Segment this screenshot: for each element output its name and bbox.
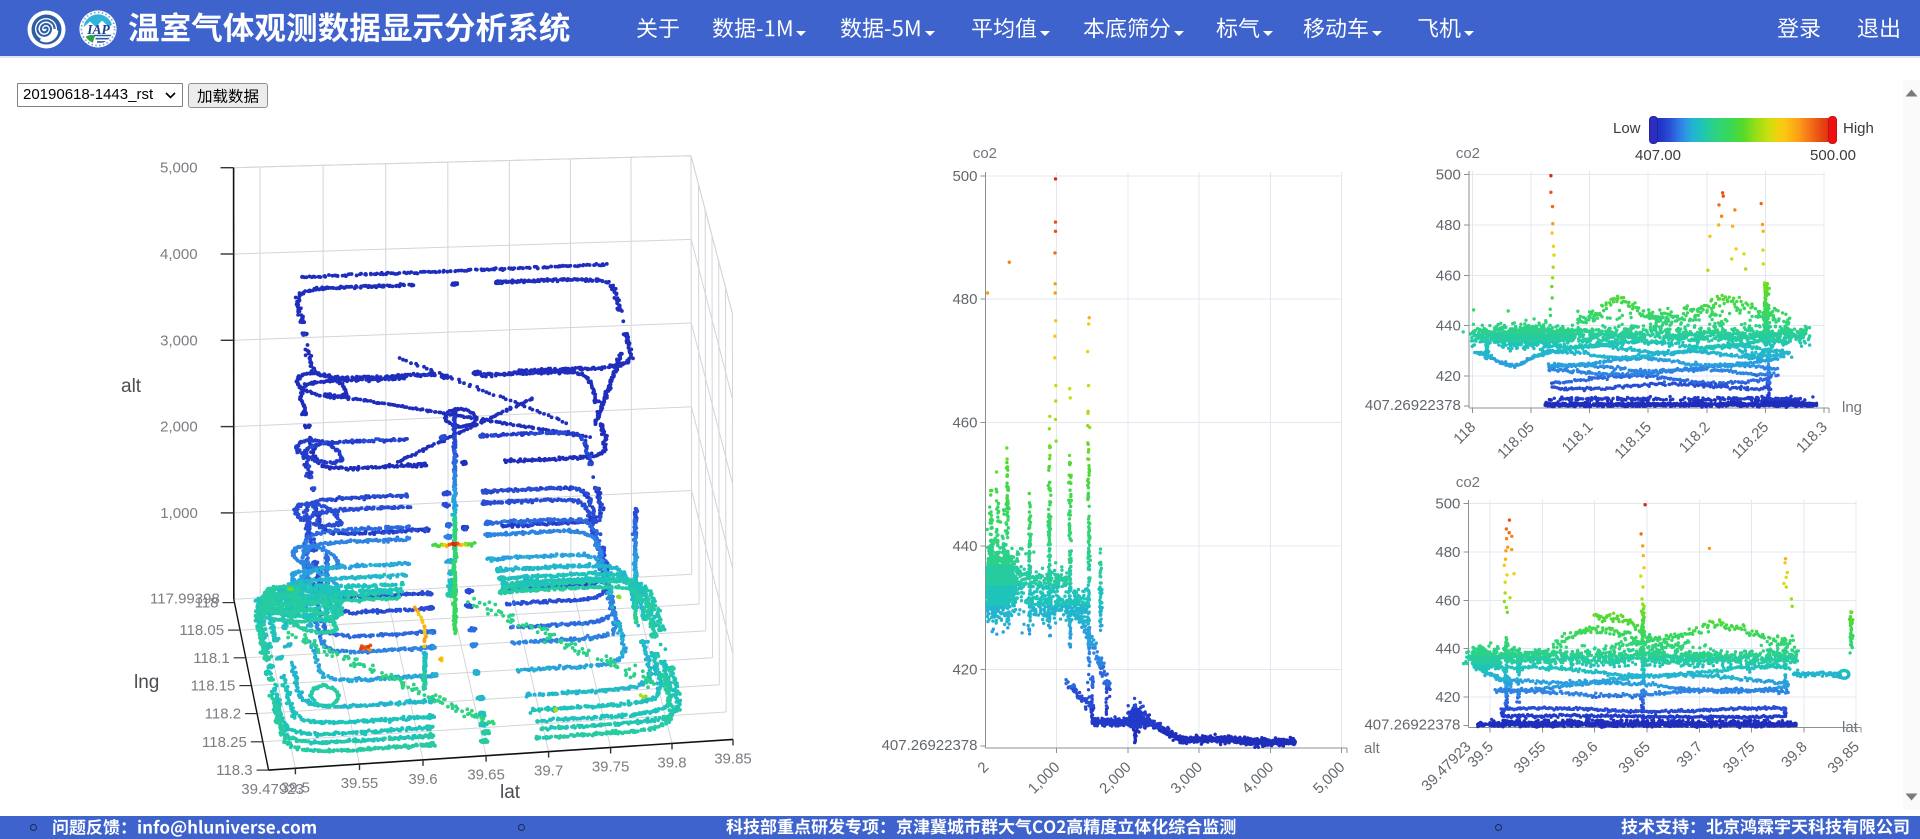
- svg-text:118.05: 118.05: [179, 622, 224, 639]
- svg-text:118.2: 118.2: [205, 706, 241, 723]
- svg-text:118.25: 118.25: [1729, 419, 1773, 463]
- svg-text:407.26922378: 407.26922378: [1364, 717, 1460, 734]
- svg-text:118.1: 118.1: [193, 650, 229, 667]
- svg-text:39.6: 39.6: [1569, 738, 1602, 771]
- svg-text:118: 118: [1450, 419, 1479, 448]
- svg-text:480: 480: [1435, 544, 1460, 561]
- svg-text:39.7: 39.7: [534, 763, 563, 780]
- svg-text:1,000: 1,000: [160, 505, 198, 522]
- svg-text:lng: lng: [1842, 399, 1862, 416]
- svg-text:118.05: 118.05: [1494, 419, 1538, 463]
- svg-text:4,000: 4,000: [160, 246, 198, 263]
- svg-text:118.2: 118.2: [1676, 419, 1714, 457]
- svg-text:500: 500: [1436, 167, 1461, 184]
- svg-text:460: 460: [952, 415, 977, 432]
- svg-text:407.26922378: 407.26922378: [1365, 397, 1461, 414]
- svg-text:420: 420: [1435, 689, 1460, 706]
- svg-text:420: 420: [952, 661, 977, 678]
- svg-text:407.26922378: 407.26922378: [882, 737, 978, 754]
- svg-text:5,000: 5,000: [1310, 759, 1349, 798]
- svg-text:3,000: 3,000: [160, 332, 198, 349]
- svg-text:39.75: 39.75: [1720, 738, 1759, 777]
- svg-text:co2: co2: [1456, 474, 1480, 491]
- svg-text:480: 480: [952, 291, 977, 308]
- svg-text:co2: co2: [1456, 145, 1480, 162]
- svg-text:480: 480: [1436, 217, 1461, 234]
- svg-text:440: 440: [952, 538, 977, 555]
- svg-text:118.15: 118.15: [1611, 419, 1655, 463]
- svg-text:39.8: 39.8: [1778, 738, 1811, 771]
- svg-text:lng: lng: [134, 672, 159, 693]
- svg-text:39.85: 39.85: [1824, 738, 1863, 777]
- svg-text:500: 500: [952, 168, 977, 185]
- svg-text:39.5: 39.5: [281, 779, 310, 796]
- svg-text:118.25: 118.25: [202, 734, 247, 751]
- svg-text:alt: alt: [121, 376, 142, 397]
- svg-text:2,000: 2,000: [1096, 759, 1135, 798]
- svg-text:39.47923: 39.47923: [1418, 738, 1474, 794]
- svg-text:420: 420: [1436, 368, 1461, 385]
- svg-text:39.65: 39.65: [1615, 738, 1654, 777]
- svg-text:3,000: 3,000: [1167, 759, 1206, 798]
- svg-text:lat: lat: [1842, 719, 1859, 736]
- svg-text:39.47923: 39.47923: [241, 781, 304, 798]
- svg-text:alt: alt: [1364, 740, 1381, 757]
- svg-text:co2: co2: [973, 145, 997, 162]
- svg-text:39.55: 39.55: [341, 775, 379, 792]
- svg-text:2: 2: [974, 759, 992, 777]
- svg-text:118: 118: [195, 595, 219, 612]
- svg-text:39.55: 39.55: [1511, 738, 1550, 777]
- svg-text:440: 440: [1435, 641, 1460, 658]
- svg-text:39.65: 39.65: [467, 767, 505, 784]
- svg-text:39.75: 39.75: [592, 759, 630, 776]
- svg-text:118.3: 118.3: [1793, 419, 1831, 457]
- svg-text:2,000: 2,000: [160, 419, 198, 436]
- svg-text:IAP: IAP: [86, 22, 110, 37]
- svg-text:117.99398: 117.99398: [150, 590, 220, 607]
- svg-text:460: 460: [1436, 267, 1461, 284]
- svg-text:4,000: 4,000: [1239, 759, 1278, 798]
- svg-text:39.6: 39.6: [408, 771, 437, 788]
- svg-text:39.8: 39.8: [657, 754, 686, 771]
- svg-text:118.15: 118.15: [191, 678, 236, 695]
- svg-text:39.85: 39.85: [714, 750, 752, 767]
- svg-text:118.1: 118.1: [1559, 419, 1597, 457]
- svg-text:39.7: 39.7: [1673, 738, 1706, 771]
- svg-text:460: 460: [1435, 592, 1460, 609]
- svg-text:5,000: 5,000: [160, 160, 198, 177]
- svg-text:440: 440: [1436, 318, 1461, 335]
- svg-text:lat: lat: [500, 782, 521, 803]
- svg-text:1,000: 1,000: [1025, 759, 1064, 798]
- svg-text:118.3: 118.3: [216, 762, 252, 779]
- svg-text:500: 500: [1435, 496, 1460, 513]
